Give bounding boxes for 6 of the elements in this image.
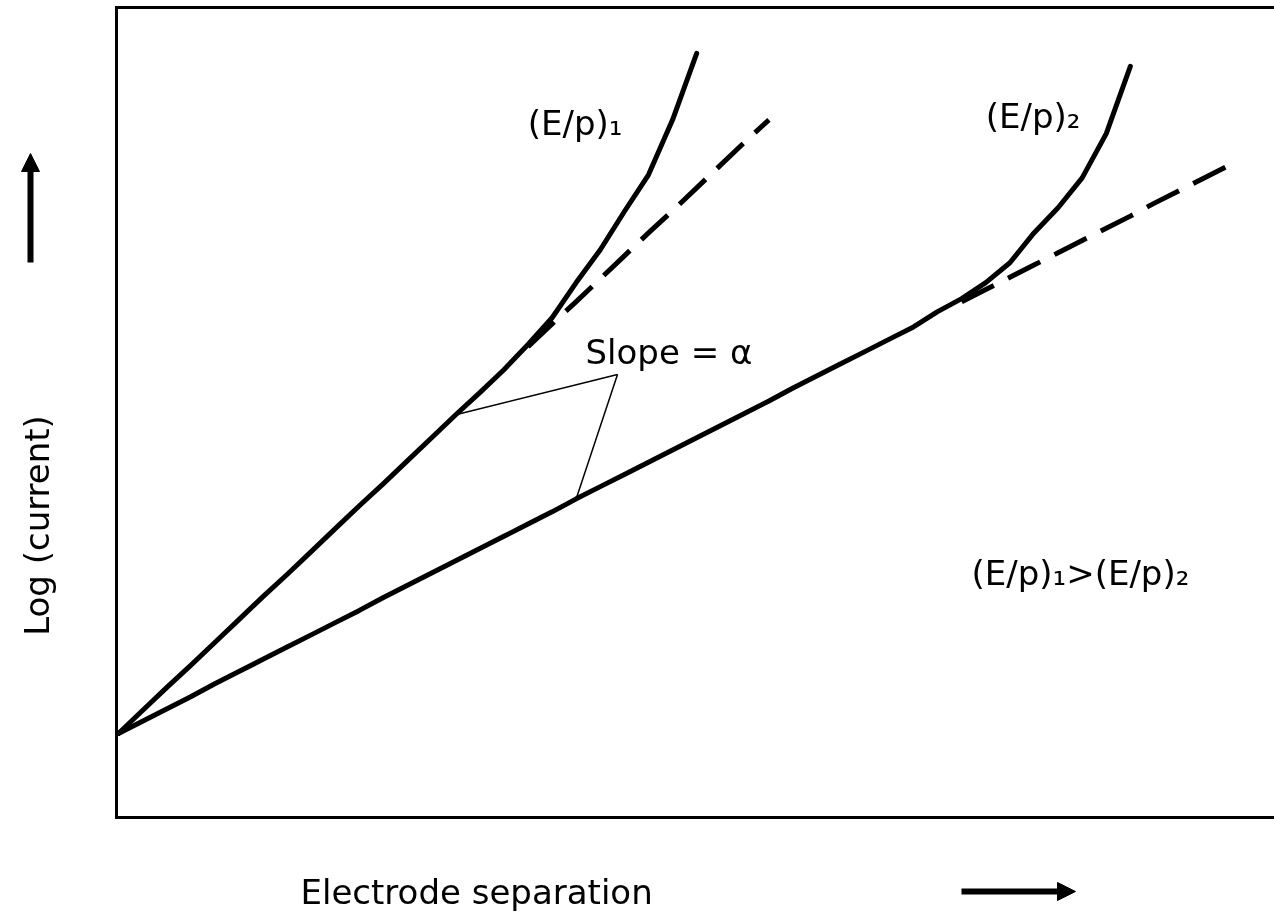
x-axis-title: Electrode separation <box>300 871 653 912</box>
annotation: Slope = α <box>585 331 753 372</box>
y-axis-title: Log (current) <box>16 415 57 636</box>
series-label: (E/p)₂ <box>985 95 1081 136</box>
series-label: (E/p)₁ <box>527 102 623 143</box>
annotation: (E/p)₁>(E/p)₂ <box>971 552 1190 593</box>
